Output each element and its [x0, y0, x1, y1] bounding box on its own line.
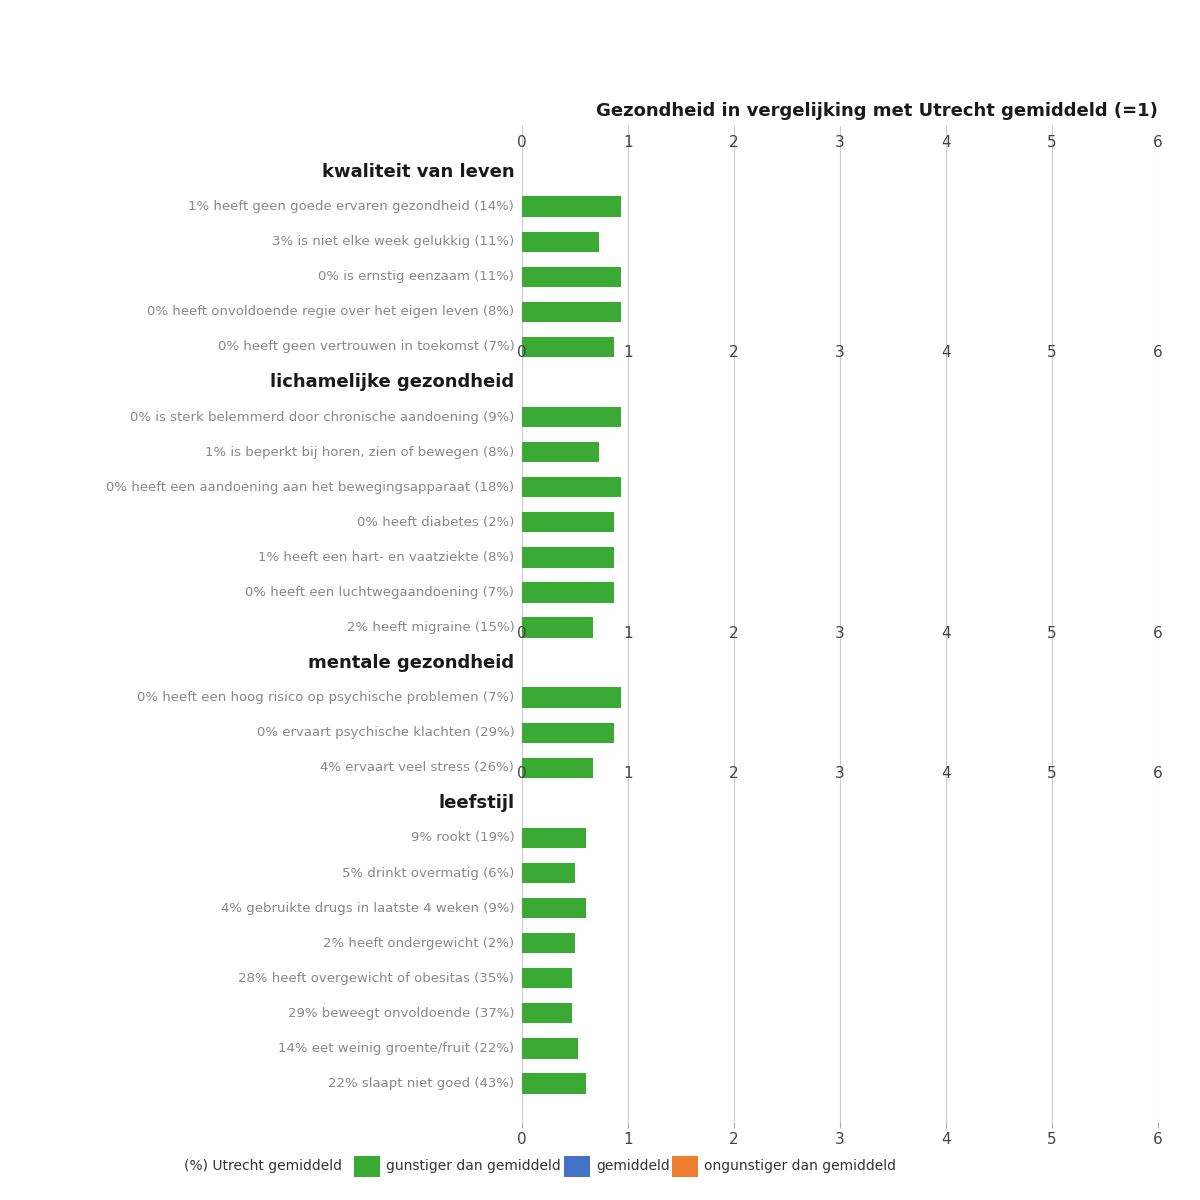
Bar	[522, 266, 620, 287]
Text: 1: 1	[623, 766, 632, 781]
Text: 0% is ernstig eenzaam (11%): 0% is ernstig eenzaam (11%)	[318, 270, 515, 283]
Text: 29% beweegt onvoldoende (37%): 29% beweegt onvoldoende (37%)	[288, 1007, 515, 1020]
Text: 6: 6	[1153, 346, 1163, 360]
Bar	[522, 863, 575, 883]
Text: 2: 2	[730, 346, 739, 360]
Text: 3: 3	[835, 346, 845, 360]
Bar	[522, 197, 620, 217]
Text: 0% heeft geen vertrouwen in toekomst (7%): 0% heeft geen vertrouwen in toekomst (7%…	[217, 341, 515, 354]
Text: 3: 3	[835, 766, 845, 781]
Bar	[522, 1003, 572, 1024]
Bar	[522, 757, 593, 778]
Bar	[522, 1073, 586, 1093]
Text: 1% heeft een hart- en vaatziekte (8%): 1% heeft een hart- en vaatziekte (8%)	[258, 551, 515, 564]
Bar	[522, 688, 620, 708]
Text: gunstiger dan gemiddeld: gunstiger dan gemiddeld	[386, 1159, 562, 1174]
Text: 28% heeft overgewicht of obesitas (35%): 28% heeft overgewicht of obesitas (35%)	[239, 972, 515, 985]
Text: 2: 2	[730, 766, 739, 781]
Text: 5% drinkt overmatig (6%): 5% drinkt overmatig (6%)	[342, 866, 515, 880]
Text: 0% heeft diabetes (2%): 0% heeft diabetes (2%)	[356, 516, 515, 529]
Text: lichamelijke gezondheid: lichamelijke gezondheid	[270, 373, 515, 391]
Text: 4: 4	[941, 346, 950, 360]
Bar	[522, 232, 599, 252]
Bar	[522, 828, 586, 848]
Text: 6: 6	[1153, 134, 1163, 150]
Text: 3: 3	[835, 134, 845, 150]
Text: mentale gezondheid: mentale gezondheid	[308, 654, 515, 672]
Text: 0% heeft een luchtwegaandoening (7%): 0% heeft een luchtwegaandoening (7%)	[245, 586, 515, 599]
Text: 2: 2	[730, 626, 739, 641]
Bar	[522, 582, 614, 602]
Text: 1% heeft geen goede ervaren gezondheid (14%): 1% heeft geen goede ervaren gezondheid (…	[188, 200, 515, 214]
Text: 6: 6	[1153, 766, 1163, 781]
Text: 4: 4	[941, 134, 950, 150]
Bar	[522, 547, 614, 568]
Text: 0% heeft onvoldoende regie over het eigen leven (8%): 0% heeft onvoldoende regie over het eige…	[148, 305, 515, 318]
Text: 4: 4	[941, 626, 950, 641]
Text: 4% ervaart veel stress (26%): 4% ervaart veel stress (26%)	[320, 761, 515, 774]
Text: ongunstiger dan gemiddeld: ongunstiger dan gemiddeld	[704, 1159, 896, 1174]
Text: 0: 0	[517, 134, 527, 150]
Bar	[522, 1038, 578, 1058]
Text: 4: 4	[941, 766, 950, 781]
Bar	[522, 932, 575, 953]
Text: leefstijl: leefstijl	[438, 794, 515, 812]
Text: 0: 0	[517, 346, 527, 360]
Text: 5: 5	[1048, 346, 1057, 360]
Bar	[522, 407, 620, 427]
Text: 22% slaapt niet goed (43%): 22% slaapt niet goed (43%)	[329, 1076, 515, 1090]
Text: kwaliteit van leven: kwaliteit van leven	[322, 162, 515, 180]
Bar	[522, 442, 599, 462]
Text: 3: 3	[835, 626, 845, 641]
Bar	[522, 337, 614, 358]
Bar	[522, 301, 620, 322]
Bar	[522, 512, 614, 533]
Text: 9% rookt (19%): 9% rookt (19%)	[410, 832, 515, 845]
Bar	[522, 722, 614, 743]
Text: 4% gebruikte drugs in laatste 4 weken (9%): 4% gebruikte drugs in laatste 4 weken (9…	[221, 901, 515, 914]
Text: 5: 5	[1048, 626, 1057, 641]
Text: 3% is niet elke week gelukkig (11%): 3% is niet elke week gelukkig (11%)	[272, 235, 515, 248]
Bar	[522, 968, 572, 989]
Text: 0% ervaart psychische klachten (29%): 0% ervaart psychische klachten (29%)	[257, 726, 515, 739]
Text: 6: 6	[1153, 626, 1163, 641]
Text: 14% eet weinig groente/fruit (22%): 14% eet weinig groente/fruit (22%)	[278, 1042, 515, 1055]
Text: 2% heeft ondergewicht (2%): 2% heeft ondergewicht (2%)	[323, 937, 515, 949]
Text: 2% heeft migraine (15%): 2% heeft migraine (15%)	[347, 622, 515, 634]
Text: 5: 5	[1048, 766, 1057, 781]
Text: Gezondheid in vergelijking met Utrecht gemiddeld (=1): Gezondheid in vergelijking met Utrecht g…	[596, 102, 1158, 120]
Text: 0: 0	[517, 766, 527, 781]
Text: (%) Utrecht gemiddeld: (%) Utrecht gemiddeld	[184, 1159, 342, 1174]
Text: 1% is beperkt bij horen, zien of bewegen (8%): 1% is beperkt bij horen, zien of bewegen…	[205, 445, 515, 458]
Text: 1: 1	[623, 346, 632, 360]
Text: 2: 2	[730, 134, 739, 150]
Text: gemiddeld: gemiddeld	[596, 1159, 670, 1174]
Text: 0% heeft een aandoening aan het bewegingsapparaat (18%): 0% heeft een aandoening aan het beweging…	[107, 481, 515, 493]
Text: 0% heeft een hoog risico op psychische problemen (7%): 0% heeft een hoog risico op psychische p…	[137, 691, 515, 704]
Text: 5: 5	[1048, 134, 1057, 150]
Text: 1: 1	[623, 134, 632, 150]
Bar	[522, 617, 593, 637]
Bar	[522, 898, 586, 918]
Text: 0% is sterk belemmerd door chronische aandoening (9%): 0% is sterk belemmerd door chronische aa…	[130, 410, 515, 424]
Bar	[522, 478, 620, 497]
Text: 0: 0	[517, 626, 527, 641]
Text: 1: 1	[623, 626, 632, 641]
